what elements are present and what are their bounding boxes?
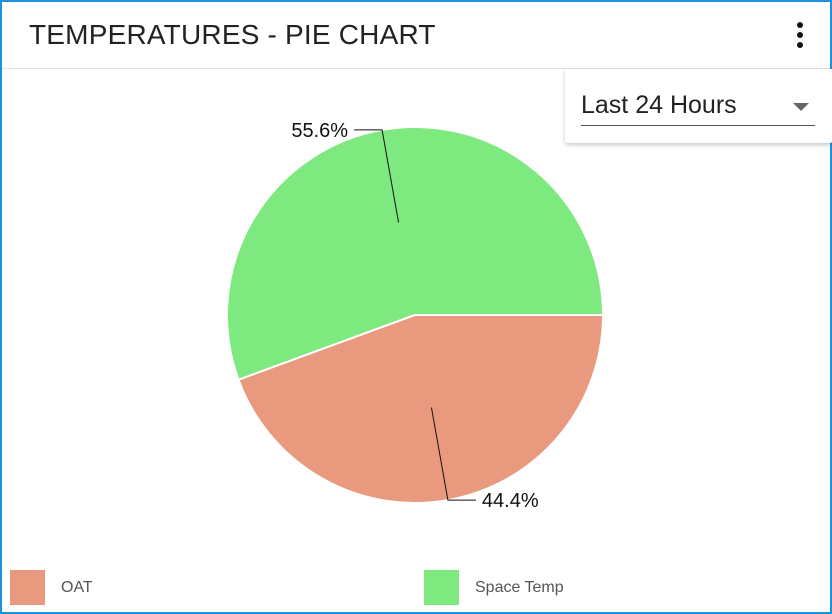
time-range-select[interactable]: Last 24 Hours [581,91,815,126]
slice-data-label: 44.4% [482,490,539,512]
chevron-down-icon [793,103,809,111]
leader-line [354,129,400,223]
leader-line [430,407,476,501]
time-range-panel: Last 24 Hours [565,69,832,143]
time-range-value: Last 24 Hours [581,91,737,119]
widget-title: TEMPERATURES - PIE CHART [29,19,436,50]
legend-swatch-oat [10,570,45,605]
widget-header: TEMPERATURES - PIE CHART [2,2,830,69]
slice-data-label: 55.6% [291,120,348,142]
legend-swatch-space-temp [424,570,459,605]
legend-label-oat: OAT [61,579,93,596]
legend-label-space-temp: Space Temp [475,579,564,596]
more-vert-icon[interactable] [792,22,808,52]
